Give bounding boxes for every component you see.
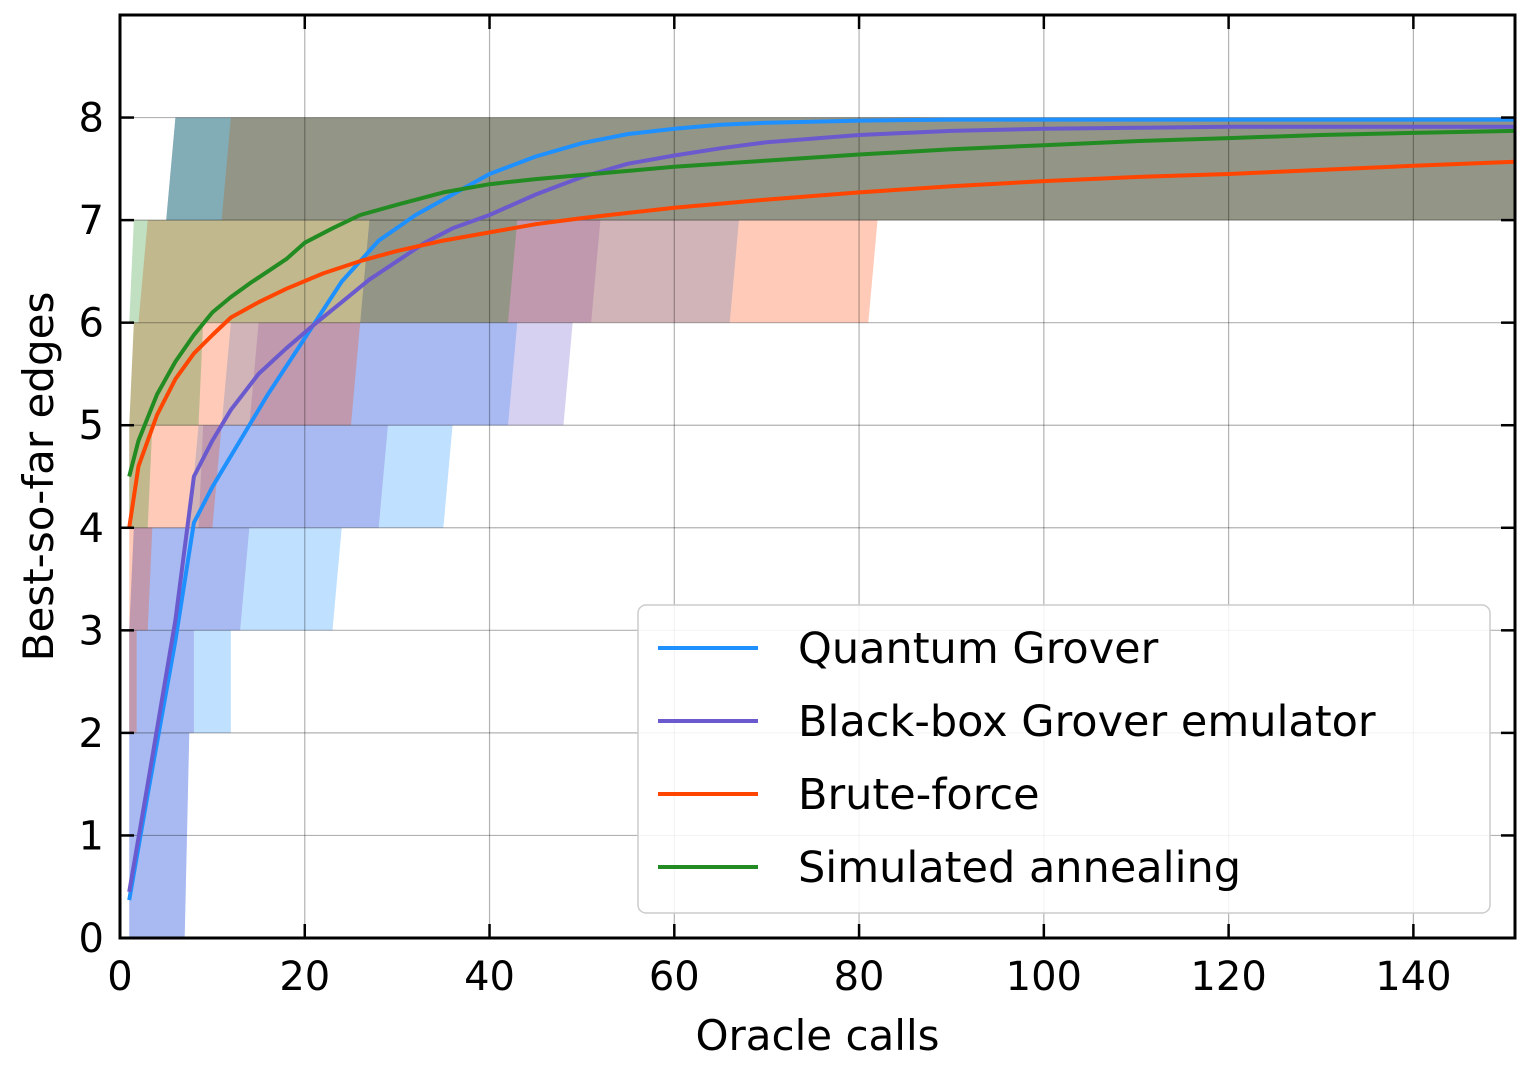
x-tick-label: 120 (1190, 954, 1266, 1000)
legend-box (637, 604, 1491, 914)
y-tick-label: 2 (79, 711, 104, 757)
band-1-1 (129, 630, 194, 733)
y-tick-label: 6 (79, 301, 104, 347)
x-axis-label: Oracle calls (695, 1011, 939, 1060)
y-tick-label: 1 (79, 813, 104, 859)
y-tick-label: 0 (79, 916, 104, 962)
legend: Quantum Grover Black-box Grover emulator B… (637, 604, 1491, 914)
y-tick-label: 4 (79, 506, 104, 552)
x-tick-label: 0 (107, 954, 132, 1000)
x-tick-label: 40 (464, 954, 515, 1000)
legend-label-3: Simulated annealing (798, 843, 1241, 893)
confidence-bands (129, 117, 1516, 938)
band-1-3 (198, 425, 388, 528)
y-tick-label: 7 (79, 198, 104, 244)
band-0-5 (360, 220, 739, 323)
band-2-4 (138, 220, 878, 323)
band-1-0 (129, 732, 190, 938)
series-line-3 (127, 128, 1516, 478)
x-tick-label: 80 (834, 954, 885, 1000)
band-1-4 (249, 322, 573, 426)
band-2-2 (129, 425, 222, 528)
x-tick-label: 100 (1006, 954, 1082, 1000)
band-3-3 (166, 117, 1516, 221)
legend-label-2: Brute-force (798, 770, 1040, 820)
legend-label-1: Black-box Grover emulator (798, 697, 1376, 747)
x-tick-labels: 0 20 40 60 80 100 120 140 (107, 954, 1451, 1000)
plot-frame (118, 13, 1517, 940)
series-line-2 (127, 159, 1516, 529)
band-1-2 (129, 527, 250, 631)
x-tick-label: 140 (1375, 954, 1451, 1000)
band-2-1 (129, 527, 153, 631)
y-axis-label: Best-so-far edges (14, 292, 63, 662)
band-0-6 (166, 117, 1516, 221)
series-line-0 (127, 117, 1515, 901)
band-1-6 (166, 117, 1516, 221)
y-tick-labels: 0 1 2 3 4 5 6 7 8 (79, 96, 104, 962)
band-0-1 (129, 630, 231, 733)
band-0-0 (129, 732, 190, 938)
y-tick-label: 3 (79, 608, 104, 654)
band-2-0 (129, 630, 137, 733)
y-tick-label: 5 (79, 403, 104, 449)
y-tick-label: 8 (79, 96, 104, 142)
series-lines (127, 117, 1516, 901)
band-0-3 (189, 425, 453, 528)
x-tick-label: 20 (279, 954, 330, 1000)
series-line-1 (127, 124, 1515, 893)
x-tick-label: 60 (649, 954, 700, 1000)
band-2-5 (221, 117, 1515, 221)
legend-label-0: Quantum Grover (798, 624, 1159, 674)
band-0-4 (221, 322, 518, 426)
